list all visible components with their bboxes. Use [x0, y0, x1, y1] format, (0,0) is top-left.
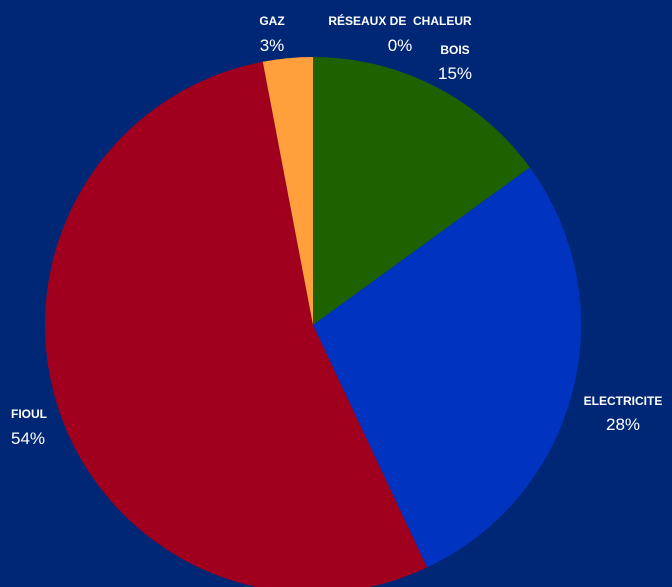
slice-value-fioul: 54%	[11, 429, 45, 448]
slice-label-group-reseaux-de-chaleur: RÉSEAUX DE CHALEUR 0%	[328, 13, 472, 55]
slice-label-group-gaz: GAZ 3%	[259, 14, 284, 55]
pie-slices	[45, 57, 582, 587]
slice-value-reseaux-de-chaleur: 0%	[388, 36, 413, 55]
slice-label-group-electricite: ELECTRICITE 28%	[584, 394, 663, 434]
slice-label-electricite: ELECTRICITE	[584, 394, 663, 408]
slice-label-bois: BOIS	[440, 43, 469, 57]
slice-label-group-bois: BOIS 15%	[438, 43, 472, 83]
slice-label-group-fioul: FIOUL 54%	[11, 407, 47, 448]
pie-slice-electricite	[313, 167, 582, 568]
slice-label-reseaux-de-chaleur: RÉSEAUX DE CHALEUR	[328, 13, 472, 28]
slice-label-gaz: GAZ	[259, 14, 284, 28]
slice-value-bois: 15%	[438, 64, 472, 83]
pie-slice-bois	[313, 57, 530, 325]
pie-slice-fioul	[45, 61, 428, 587]
slice-label-fioul: FIOUL	[11, 407, 47, 421]
slice-value-electricite: 28%	[606, 415, 640, 434]
slice-value-gaz: 3%	[260, 36, 285, 55]
pie-slice-gaz	[262, 57, 313, 325]
